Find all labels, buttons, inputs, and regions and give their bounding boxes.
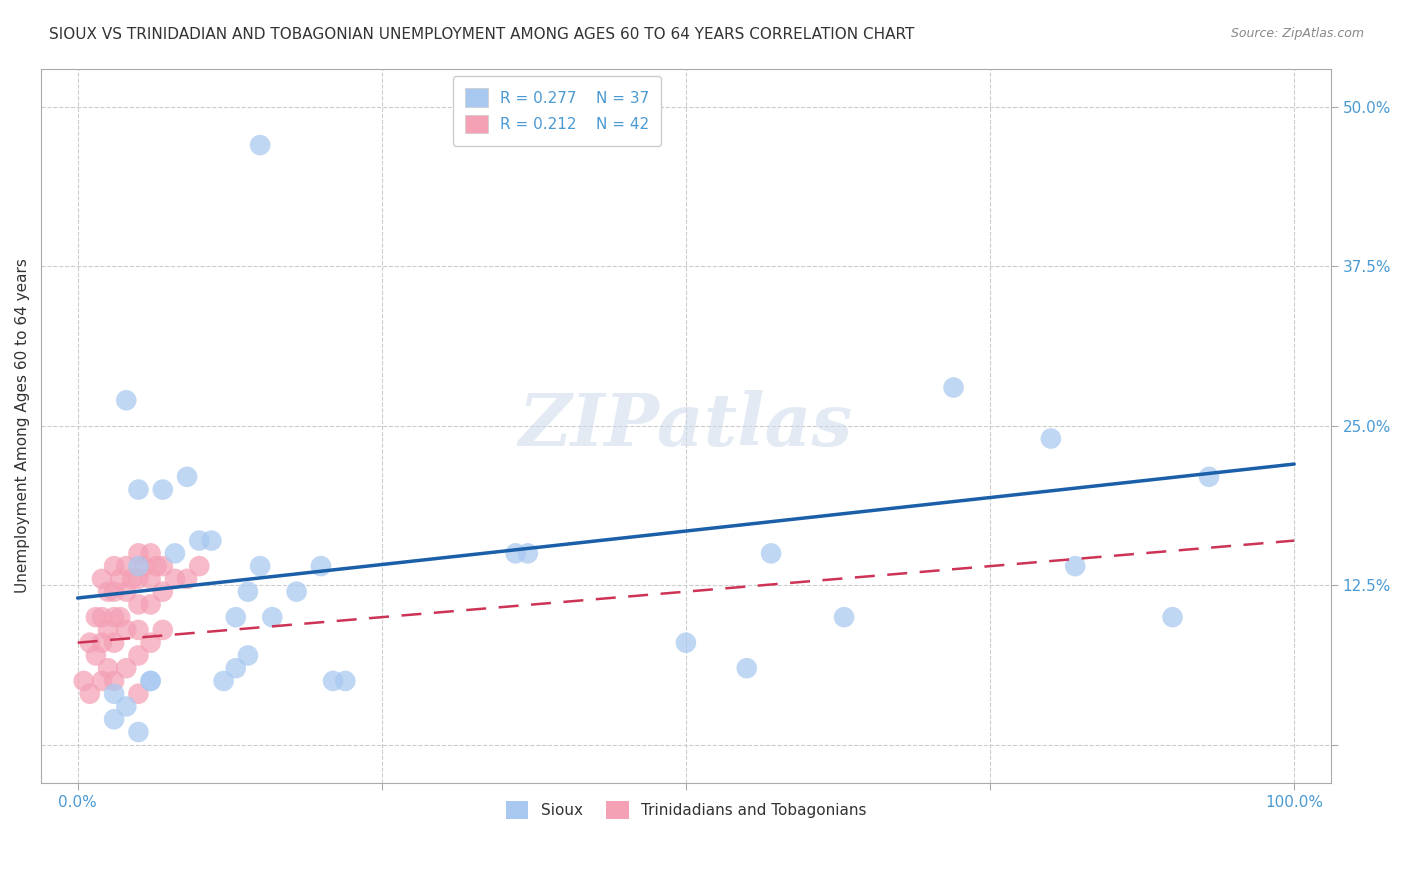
Point <box>139 673 162 688</box>
Point <box>200 533 222 548</box>
Point <box>103 673 125 688</box>
Point <box>249 138 271 153</box>
Point <box>152 483 174 497</box>
Point <box>84 648 107 663</box>
Point <box>942 380 965 394</box>
Point <box>103 712 125 726</box>
Point <box>285 584 308 599</box>
Point <box>152 623 174 637</box>
Point <box>249 559 271 574</box>
Point <box>1198 470 1220 484</box>
Point <box>108 572 131 586</box>
Point <box>91 572 114 586</box>
Point <box>145 559 167 574</box>
Point <box>225 661 247 675</box>
Point <box>236 584 259 599</box>
Point <box>225 610 247 624</box>
Point <box>735 661 758 675</box>
Point <box>103 584 125 599</box>
Point <box>139 636 162 650</box>
Point <box>127 572 149 586</box>
Point <box>152 584 174 599</box>
Point <box>188 559 211 574</box>
Point <box>115 393 138 408</box>
Point <box>103 636 125 650</box>
Point <box>127 725 149 739</box>
Point <box>139 546 162 560</box>
Point <box>79 687 101 701</box>
Point <box>1064 559 1087 574</box>
Y-axis label: Unemployment Among Ages 60 to 64 years: Unemployment Among Ages 60 to 64 years <box>15 259 30 593</box>
Point <box>322 673 344 688</box>
Point <box>121 572 143 586</box>
Point <box>103 559 125 574</box>
Text: Source: ZipAtlas.com: Source: ZipAtlas.com <box>1230 27 1364 40</box>
Point <box>127 559 149 574</box>
Point <box>1039 432 1062 446</box>
Point <box>91 636 114 650</box>
Point <box>335 673 357 688</box>
Point <box>675 636 697 650</box>
Point <box>262 610 284 624</box>
Point <box>176 470 198 484</box>
Point <box>91 610 114 624</box>
Point <box>505 546 527 560</box>
Point <box>236 648 259 663</box>
Text: ZIPatlas: ZIPatlas <box>519 391 853 461</box>
Point <box>176 572 198 586</box>
Point <box>127 483 149 497</box>
Point <box>97 623 120 637</box>
Point <box>127 598 149 612</box>
Legend: Sioux, Trinidadians and Tobagonians: Sioux, Trinidadians and Tobagonians <box>499 795 872 825</box>
Text: SIOUX VS TRINIDADIAN AND TOBAGONIAN UNEMPLOYMENT AMONG AGES 60 TO 64 YEARS CORRE: SIOUX VS TRINIDADIAN AND TOBAGONIAN UNEM… <box>49 27 914 42</box>
Point <box>516 546 538 560</box>
Point <box>115 584 138 599</box>
Point <box>97 584 120 599</box>
Point <box>127 648 149 663</box>
Point <box>832 610 855 624</box>
Point <box>127 546 149 560</box>
Point <box>188 533 211 548</box>
Point <box>127 623 149 637</box>
Point <box>108 610 131 624</box>
Point <box>139 572 162 586</box>
Point <box>1161 610 1184 624</box>
Point <box>127 687 149 701</box>
Point <box>84 610 107 624</box>
Point <box>139 598 162 612</box>
Point <box>115 661 138 675</box>
Point <box>97 661 120 675</box>
Point <box>79 636 101 650</box>
Point <box>212 673 235 688</box>
Point <box>115 623 138 637</box>
Point <box>73 673 96 688</box>
Point <box>134 559 156 574</box>
Point <box>309 559 332 574</box>
Point <box>163 546 186 560</box>
Point <box>103 610 125 624</box>
Point <box>152 559 174 574</box>
Point <box>91 673 114 688</box>
Point <box>139 673 162 688</box>
Point <box>115 699 138 714</box>
Point <box>103 687 125 701</box>
Point <box>115 559 138 574</box>
Point <box>163 572 186 586</box>
Point <box>759 546 782 560</box>
